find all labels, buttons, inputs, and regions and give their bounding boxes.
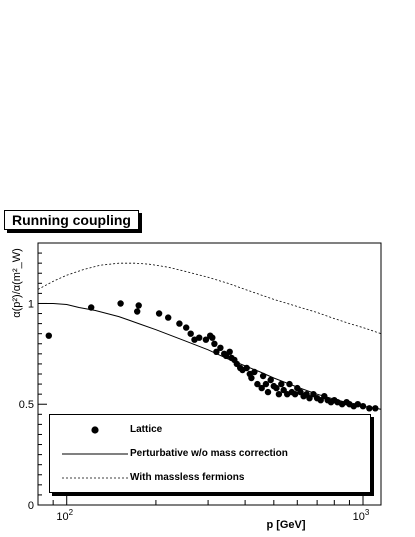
lattice-point	[202, 336, 210, 343]
lattice-point	[262, 380, 270, 388]
lattice-point	[264, 388, 272, 396]
x-tick-label: 102	[56, 508, 73, 523]
lattice-point	[176, 320, 183, 327]
lattice-point	[211, 340, 218, 347]
massless-fermions-curve	[38, 262, 381, 335]
legend-label-massless: With massless fermions	[130, 472, 245, 483]
lattice-point	[248, 374, 255, 382]
lattice-point	[187, 330, 194, 337]
solid-line-icon	[62, 453, 128, 455]
lattice-point	[217, 344, 224, 351]
perturbative-curve	[38, 303, 381, 410]
lattice-point	[372, 405, 379, 412]
lattice-point	[259, 372, 267, 380]
lattice-point	[165, 314, 172, 321]
lattice-point	[291, 391, 299, 398]
x-tick-label: 103	[353, 508, 370, 523]
lattice-point	[45, 332, 52, 339]
lattice-point	[209, 334, 216, 341]
legend-label-lattice: Lattice	[130, 424, 163, 435]
lattice-point	[273, 384, 280, 392]
lattice-point	[134, 308, 141, 315]
chart-title: Running coupling	[4, 210, 139, 230]
lattice-points	[45, 300, 379, 412]
lattice-point	[275, 391, 283, 398]
lattice-point	[222, 352, 230, 360]
y-tick-label: 0	[28, 500, 34, 512]
y-tick-label: 1	[28, 298, 34, 310]
legend-entry-massless: With massless fermions	[50, 469, 370, 489]
legend-label-perturbative: Perturbative w/o mass correction	[130, 448, 288, 459]
axes: 0 0.5 1 102 103	[19, 252, 370, 523]
lattice-point	[243, 364, 250, 372]
legend: Lattice Perturbative w/o mass correction…	[49, 414, 371, 493]
lattice-point	[183, 324, 190, 331]
lattice-point	[88, 304, 95, 311]
dashed-line-icon	[62, 477, 128, 479]
lattice-point	[306, 395, 313, 402]
lattice-point	[258, 384, 265, 392]
lattice-point	[366, 405, 373, 412]
lattice-point	[354, 401, 361, 408]
lattice-point	[213, 348, 220, 355]
lattice-point	[278, 380, 285, 388]
lattice-point	[251, 368, 258, 376]
lattice-point	[196, 334, 203, 341]
legend-entry-perturbative: Perturbative w/o mass correction	[50, 445, 370, 465]
y-tick-label: 0.5	[19, 399, 34, 411]
lattice-point	[135, 302, 142, 309]
legend-entry-lattice: Lattice	[50, 421, 370, 441]
lattice-point	[117, 300, 124, 307]
y-axis-label: α(p²)/α(m²_W)	[11, 248, 23, 318]
lattice-point	[254, 380, 261, 388]
lattice-point	[155, 310, 163, 317]
lattice-point	[267, 376, 274, 384]
x-axis-label: p [GeV]	[266, 519, 305, 531]
filled-circle-icon	[91, 426, 99, 434]
lattice-point	[226, 348, 233, 355]
lattice-point	[359, 403, 367, 410]
lattice-point	[286, 380, 293, 388]
